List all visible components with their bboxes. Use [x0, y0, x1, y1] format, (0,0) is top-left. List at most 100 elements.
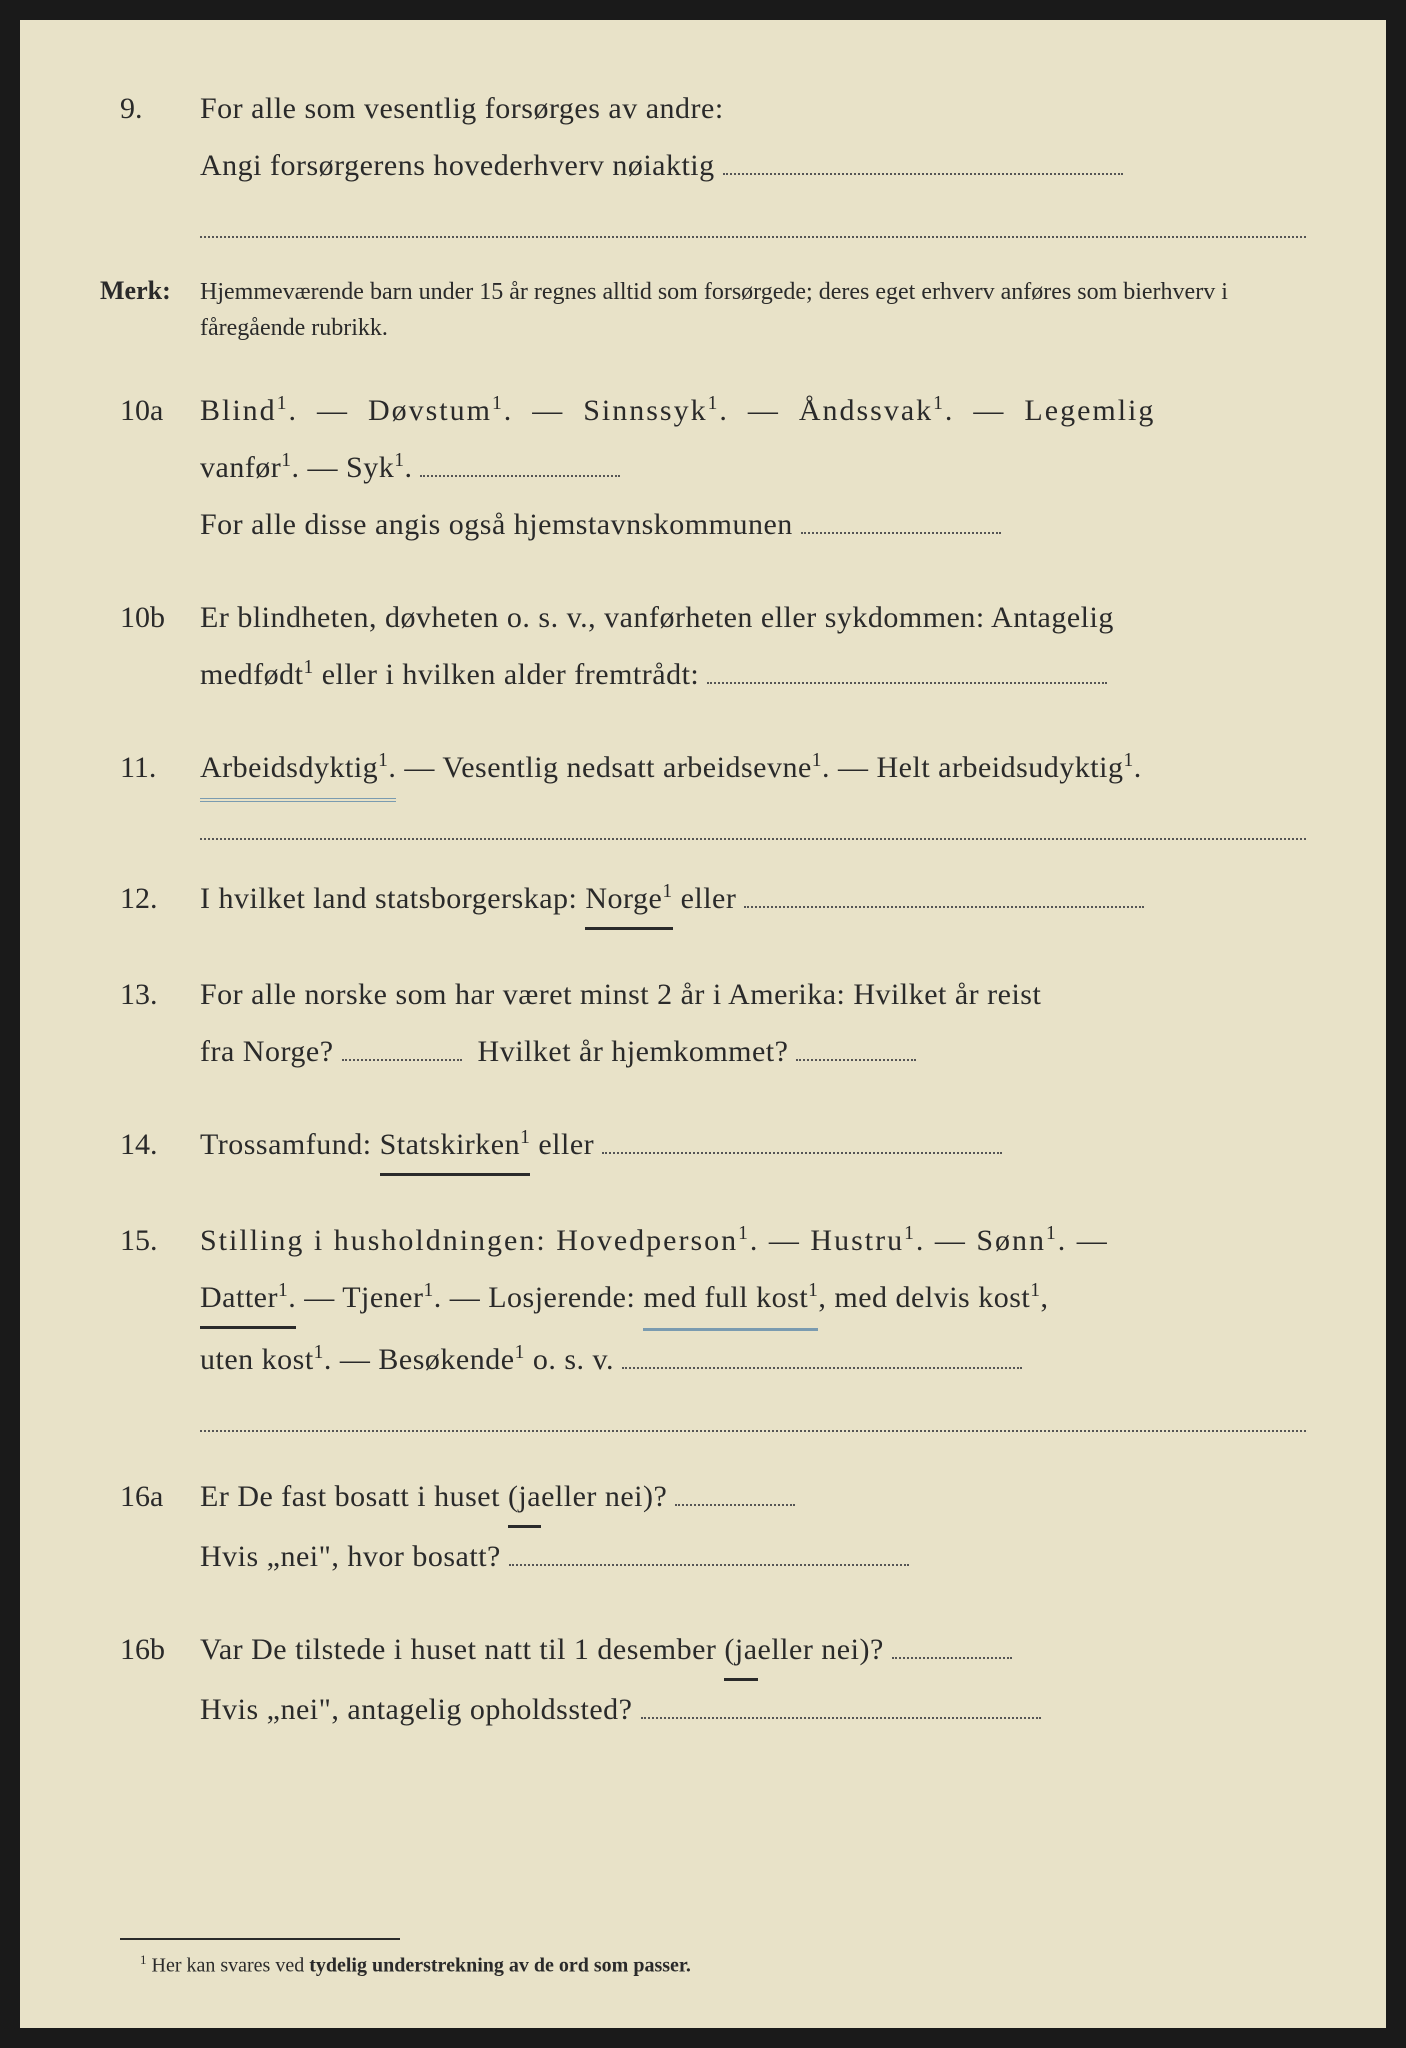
q10a-hjemstavn: For alle disse angis også hjemstavnskomm…: [200, 508, 793, 541]
q16b-blank1: [892, 1623, 1012, 1659]
q9-line1: For alle som vesentlig forsørges av andr…: [200, 80, 1306, 137]
q11-udyktig: Helt arbeidsudyktig: [877, 751, 1124, 784]
footnote-rule: [120, 1938, 400, 1940]
q16a-line1: Er De fast bosatt i huset (ja eller nei)…: [200, 1468, 1306, 1528]
q16a-line2: Hvis „nei", hvor bosatt?: [200, 1528, 1306, 1585]
q15-osv: o. s. v.: [533, 1343, 614, 1376]
question-10b: 10b Er blindheten, døvheten o. s. v., va…: [100, 589, 1306, 703]
q10a-line3: For alle disse angis også hjemstavnskomm…: [200, 496, 1306, 553]
q11-nedsatt: Vesentlig nedsatt arbeidsevne: [442, 751, 811, 784]
q10a-options-line: Blind1. — Døvstum1. — Sinnssyk1. — Åndss…: [200, 382, 1306, 439]
q16a-paren: (ja eller nei)?: [508, 1480, 667, 1513]
q10a-vanfor: vanfør: [200, 451, 281, 484]
q16a-ja: (ja: [508, 1468, 541, 1528]
q15-losjerende: Losjerende:: [488, 1281, 643, 1314]
q14-statskirken: Statskirken1: [380, 1116, 531, 1176]
q16b-ja: (ja: [724, 1621, 757, 1681]
q13-blank2: [796, 1025, 916, 1061]
q16b-blank2: [641, 1683, 1041, 1719]
q9-line2-wrap: Angi forsørgerens hovederhverv nøiaktig: [200, 137, 1306, 194]
q10a-sinnssyk: Sinnssyk: [583, 394, 707, 427]
merk-note: Merk: Hjemmeværende barn under 15 år reg…: [100, 274, 1306, 346]
q13-hjemkommet: Hvilket år hjemkommet?: [478, 1035, 789, 1068]
q15-line1: Stilling i husholdningen: Hovedperson1. …: [200, 1212, 1306, 1269]
q9-line2: Angi forsørgerens hovederhverv nøiaktig: [200, 149, 715, 182]
q10a-content: Blind1. — Døvstum1. — Sinnssyk1. — Åndss…: [200, 382, 1306, 553]
q15-tjener: Tjener: [342, 1281, 423, 1314]
merk-label: Merk:: [100, 276, 200, 306]
q16a-hvisnei: Hvis „nei", hvor bosatt?: [200, 1540, 501, 1573]
q15-sonn: Sønn: [976, 1224, 1046, 1257]
question-15: 15. Stilling i husholdningen: Hovedperso…: [100, 1212, 1306, 1432]
q10a-syk: Syk: [346, 451, 394, 484]
q10b-blank: [707, 648, 1107, 684]
q10a-line2: vanfør1. — Syk1.: [200, 439, 1306, 496]
q15-hustru: Hustru: [810, 1224, 904, 1257]
q10a-blank: [420, 441, 620, 477]
q16b-line2: Hvis „nei", antagelig opholdssted?: [200, 1681, 1306, 1738]
q10a-andssvak: Åndssvak: [799, 394, 933, 427]
q16b-content: Var De tilstede i huset natt til 1 desem…: [200, 1621, 1306, 1738]
divider-1: [200, 838, 1306, 840]
q16b-eller: eller nei)?: [758, 1633, 884, 1666]
q16a-blank1: [675, 1470, 795, 1506]
q10a-blank2: [801, 498, 1001, 534]
footnote-text1: Her kan svares ved: [152, 1955, 310, 1977]
q10a-dovstum: Døvstum: [368, 394, 492, 427]
question-13: 13. For alle norske som har været minst …: [100, 966, 1306, 1080]
q12-norge: Norge1: [585, 870, 672, 930]
q14-blank: [602, 1118, 1002, 1154]
q11-arbeidsdyktig: Arbeidsdyktig1.: [200, 739, 396, 802]
q10b-content: Er blindheten, døvheten o. s. v., vanfør…: [200, 589, 1306, 703]
q13-line2: fra Norge? Hvilket år hjemkommet?: [200, 1023, 1306, 1080]
question-12: 12. I hvilket land statsborgerskap: Norg…: [100, 870, 1306, 930]
q11-content: Arbeidsdyktig1. — Vesentlig nedsatt arbe…: [200, 739, 1306, 802]
q15-line3: uten kost1. — Besøkende1 o. s. v.: [200, 1331, 1306, 1388]
footnote-num: 1: [140, 1952, 147, 1967]
q13-line1: For alle norske som har været minst 2 år…: [200, 966, 1306, 1023]
footnote: 1 Her kan svares ved tydelig understrekn…: [100, 1952, 1306, 1978]
q15-line2: Datter1. — Tjener1. — Losjerende: med fu…: [200, 1269, 1306, 1331]
q16b-line1: Var De tilstede i huset natt til 1 desem…: [200, 1621, 1306, 1681]
question-9: 9. For alle som vesentlig forsørges av a…: [100, 80, 1306, 238]
q15-stilling: Stilling i husholdningen: Hovedperson: [200, 1224, 738, 1257]
q15-datter: Datter1.: [200, 1269, 296, 1329]
q12-blank: [744, 872, 1144, 908]
q12-eller: eller: [681, 882, 737, 915]
q15-medkost: med full kost1: [643, 1269, 818, 1331]
q10b-alder: eller i hvilken alder fremtrådt:: [322, 658, 700, 691]
q13-content: For alle norske som har været minst 2 år…: [200, 966, 1306, 1080]
q13-blank1: [342, 1025, 462, 1061]
q15-content: Stilling i husholdningen: Hovedperson1. …: [200, 1212, 1306, 1432]
q16a-blank2: [509, 1530, 909, 1566]
q16b-hvisnei: Hvis „nei", antagelig opholdssted?: [200, 1693, 633, 1726]
q10a-number: 10a: [100, 394, 200, 428]
q13-franorge: fra Norge?: [200, 1035, 334, 1068]
q16a-text1: Er De fast bosatt i huset: [200, 1480, 508, 1513]
q15-blank-full: [200, 1396, 1306, 1432]
q16b-number: 16b: [100, 1633, 200, 1667]
q9-number: 9.: [100, 92, 200, 126]
question-16b: 16b Var De tilstede i huset natt til 1 d…: [100, 1621, 1306, 1738]
question-11: 11. Arbeidsdyktig1. — Vesentlig nedsatt …: [100, 739, 1306, 802]
q16a-eller: eller nei)?: [541, 1480, 667, 1513]
q14-text1: Trossamfund:: [200, 1128, 380, 1161]
q11-number: 11.: [100, 751, 200, 785]
q12-number: 12.: [100, 882, 200, 916]
q15-blank: [622, 1333, 1022, 1369]
question-14: 14. Trossamfund: Statskirken1 eller: [100, 1116, 1306, 1176]
q13-number: 13.: [100, 978, 200, 1012]
q14-eller: eller: [538, 1128, 594, 1161]
question-16a: 16a Er De fast bosatt i huset (ja eller …: [100, 1468, 1306, 1585]
q10b-line2: medfødt1 eller i hvilken alder fremtrådt…: [200, 646, 1306, 703]
q12-content: I hvilket land statsborgerskap: Norge1 e…: [200, 870, 1306, 930]
q15-besokende: Besøkende: [378, 1343, 514, 1376]
q9-content: For alle som vesentlig forsørges av andr…: [200, 80, 1306, 238]
q9-blank: [723, 139, 1123, 175]
q15-uten: uten kost: [200, 1343, 314, 1376]
q10b-number: 10b: [100, 601, 200, 635]
q15-delvis: , med delvis kost: [818, 1281, 1030, 1314]
q14-content: Trossamfund: Statskirken1 eller: [200, 1116, 1306, 1176]
q10a-legemlig: Legemlig: [1024, 394, 1155, 427]
q16b-paren: (ja eller nei)?: [724, 1633, 883, 1666]
